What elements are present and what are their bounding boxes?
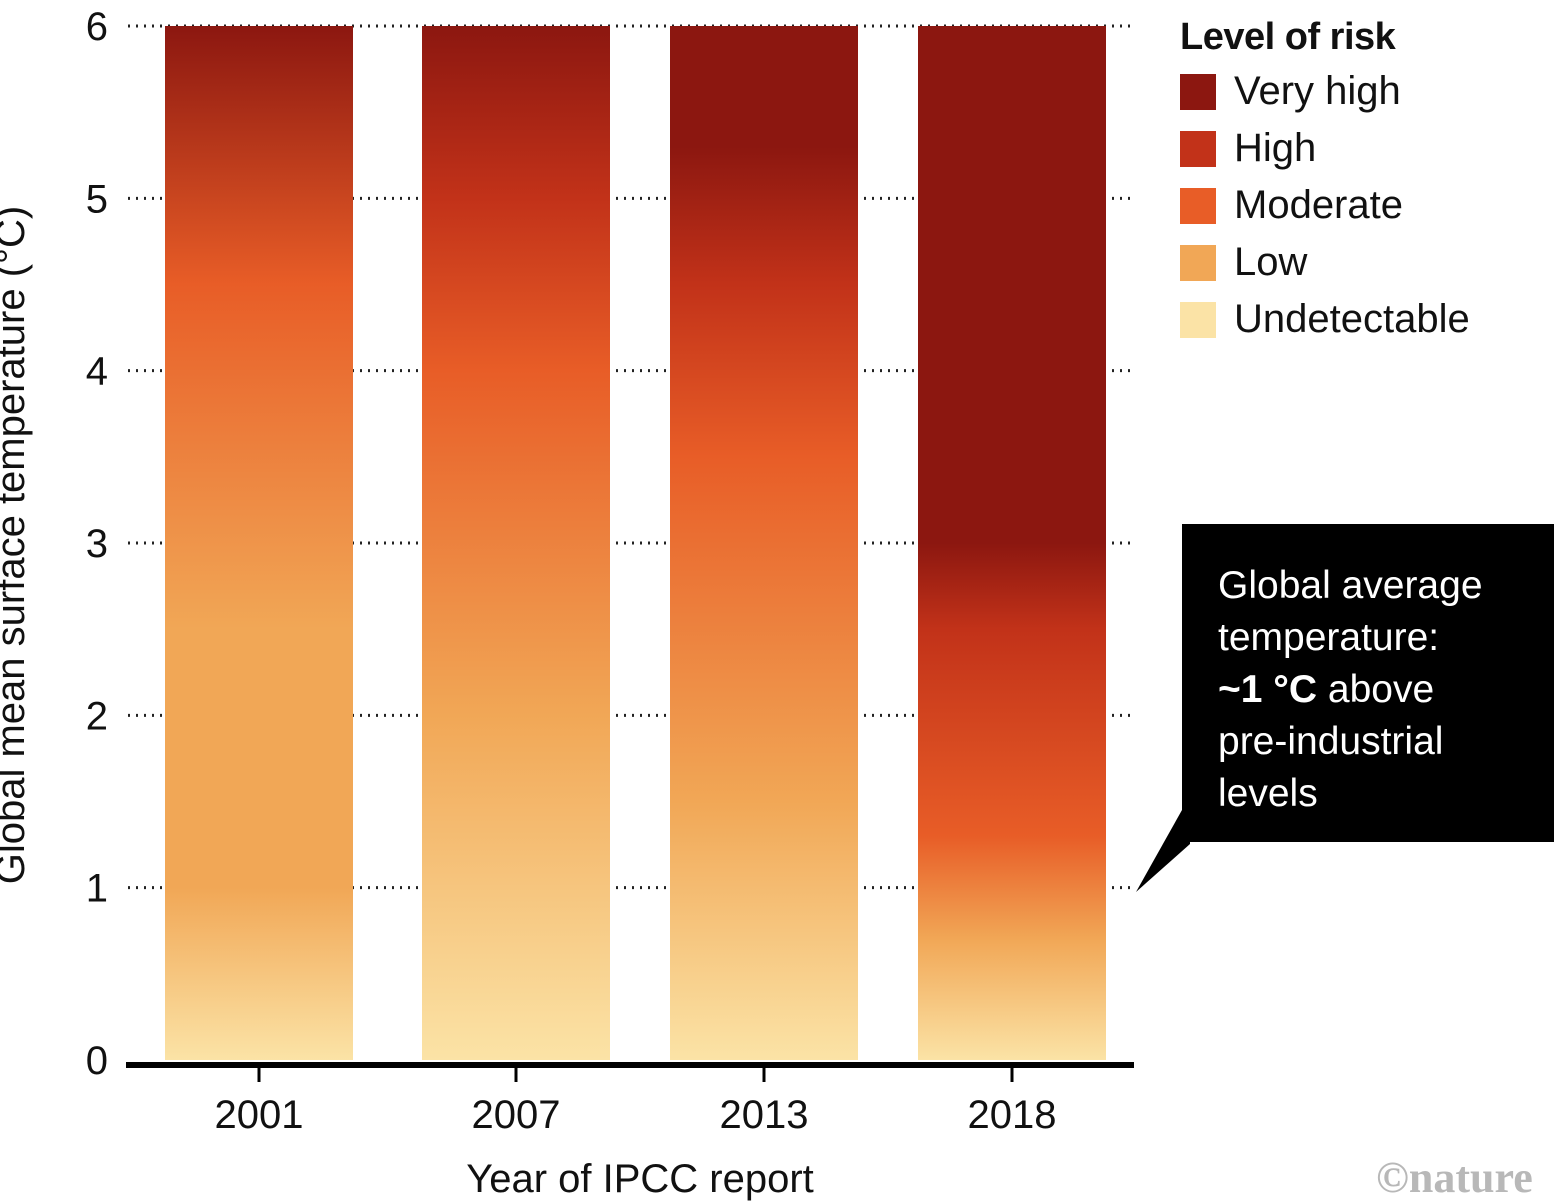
annotation-text: above [1317, 668, 1435, 711]
legend-label: High [1234, 126, 1317, 170]
legend: Level of risk Very high High Moderate Lo… [1180, 16, 1470, 348]
y-tick-label: 0 [86, 1039, 108, 1083]
legend-label: Moderate [1234, 183, 1403, 227]
bar-2018 [918, 26, 1106, 1060]
x-tick-labels: 2001 2007 2013 2018 [215, 1065, 1057, 1137]
legend-swatch [1180, 301, 1216, 338]
annotation-line: Global average [1218, 564, 1483, 607]
y-tick-label: 1 [86, 867, 108, 911]
legend-label: Low [1234, 240, 1308, 284]
legend-label: Undetectable [1234, 297, 1470, 341]
legend-label: Very high [1234, 69, 1401, 113]
bars [165, 26, 1106, 1060]
annotation-callout: Global average temperature: ~1 °C above … [1182, 524, 1554, 842]
x-tick-label: 2007 [472, 1093, 561, 1137]
bar-2013 [670, 26, 858, 1060]
legend-item-moderate: Moderate [1180, 177, 1470, 234]
legend-item-very-high: Very high [1180, 63, 1470, 120]
bar-2007 [422, 26, 610, 1060]
y-tick-label: 6 [86, 5, 108, 49]
legend-item-undetectable: Undetectable [1180, 291, 1470, 348]
x-axis-label: Year of IPCC report [466, 1157, 814, 1201]
legend-swatch [1180, 73, 1216, 110]
annotation-line: temperature: [1218, 616, 1440, 659]
legend-item-high: High [1180, 120, 1470, 177]
bar-2001 [165, 26, 353, 1060]
callout-pointer [1136, 810, 1190, 892]
y-tick-label: 4 [86, 350, 108, 394]
x-tick-label: 2001 [215, 1093, 304, 1137]
legend-title: Level of risk [1180, 16, 1396, 58]
annotation-line: ~1 °C above [1218, 664, 1554, 716]
x-tick-label: 2018 [968, 1093, 1057, 1137]
legend-item-low: Low [1180, 234, 1470, 291]
y-axis-label: Global mean surface temperature (°C) [0, 206, 33, 885]
annotation-line: levels [1218, 772, 1318, 815]
legend-swatch [1180, 130, 1216, 167]
y-tick-label: 5 [86, 177, 108, 221]
y-tick-label: 2 [86, 694, 108, 738]
legend-swatch [1180, 244, 1216, 281]
nature-credit: ©nature [1376, 1153, 1533, 1202]
y-tick-labels: 0 1 2 3 4 5 6 [86, 5, 108, 1083]
x-tick-label: 2013 [720, 1093, 809, 1137]
y-tick-label: 3 [86, 522, 108, 566]
annotation-line: pre-industrial [1218, 720, 1444, 763]
legend-swatch [1180, 187, 1216, 224]
annotation-bold: ~1 °C [1218, 668, 1318, 711]
